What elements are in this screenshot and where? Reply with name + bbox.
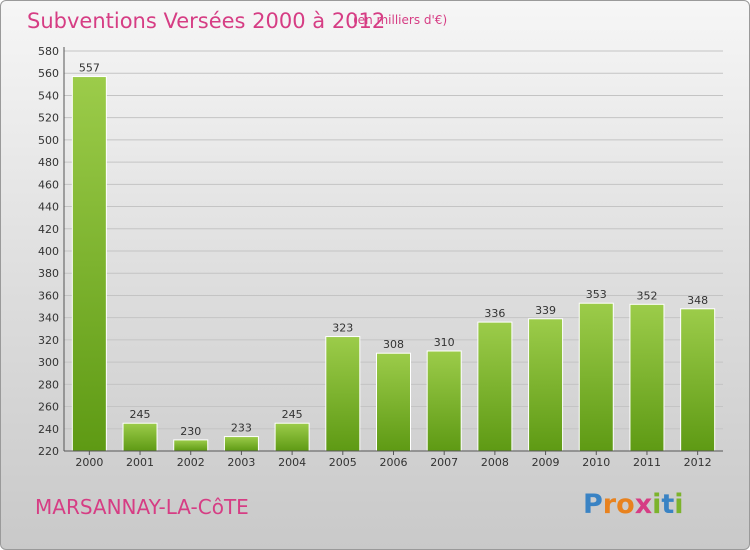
bar-2009: [528, 318, 564, 452]
x-tick-label: 2008: [481, 456, 509, 469]
x-tick-label: 2005: [329, 456, 357, 469]
x-tick-label: 2002: [177, 456, 205, 469]
x-tick-label: 2003: [227, 456, 255, 469]
y-tick-label: 420: [38, 223, 59, 236]
bar-value-label: 323: [332, 322, 353, 335]
bar-value-label: 245: [130, 408, 151, 421]
bar-2008: [477, 321, 513, 452]
chart-title: Subventions Versées 2000 à 2012: [27, 9, 386, 33]
bar-value-label: 336: [484, 307, 505, 320]
y-tick-label: 280: [38, 378, 59, 391]
logo-letter: x: [634, 489, 653, 520]
y-tick-label: 540: [38, 89, 59, 102]
bar-value-label: 352: [636, 289, 657, 302]
bar-value-label: 339: [535, 304, 556, 317]
bar-2010: [578, 302, 614, 452]
bar-value-label: 348: [687, 294, 708, 307]
y-tick-label: 520: [38, 112, 59, 125]
logo-letter: t: [661, 489, 675, 520]
x-tick-label: 2010: [582, 456, 610, 469]
y-tick-label: 300: [38, 356, 59, 369]
x-tick-label: 2011: [633, 456, 661, 469]
bar-2004: [274, 422, 310, 452]
bar-2000: [71, 76, 107, 452]
y-tick-label: 440: [38, 201, 59, 214]
logo-letter: r: [602, 489, 617, 520]
bar-value-label: 245: [282, 408, 303, 421]
bar-value-label: 233: [231, 422, 252, 435]
bar-value-label: 557: [79, 62, 100, 75]
x-tick-label: 2006: [380, 456, 408, 469]
bar-2012: [680, 308, 716, 452]
x-tick-label: 2000: [75, 456, 103, 469]
y-tick-label: 580: [38, 45, 59, 58]
bar-2005: [325, 336, 361, 452]
x-tick-label: 2004: [278, 456, 306, 469]
x-tick-label: 2007: [430, 456, 458, 469]
y-tick-label: 320: [38, 334, 59, 347]
y-tick-label: 340: [38, 312, 59, 325]
y-tick-label: 220: [38, 445, 59, 458]
x-tick-label: 2012: [684, 456, 712, 469]
logo-letter: o: [616, 489, 635, 520]
bar-2011: [629, 303, 665, 452]
logo-letter: i: [652, 489, 662, 520]
x-tick-label: 2009: [532, 456, 560, 469]
y-tick-label: 500: [38, 134, 59, 147]
y-tick-label: 260: [38, 401, 59, 414]
y-tick-label: 400: [38, 245, 59, 258]
unit-label: (en milliers d'€): [353, 13, 448, 27]
y-tick-label: 380: [38, 267, 59, 280]
y-tick-label: 360: [38, 289, 59, 302]
bar-value-label: 230: [180, 425, 201, 438]
y-tick-label: 480: [38, 156, 59, 169]
x-tick-label: 2001: [126, 456, 154, 469]
bar-value-label: 310: [434, 336, 455, 349]
y-tick-label: 460: [38, 178, 59, 191]
proxiti-logo: Proxiti: [583, 489, 684, 520]
town-name: MARSANNAY-LA-CôTE: [35, 495, 249, 519]
y-tick-label: 240: [38, 423, 59, 436]
y-tick-label: 560: [38, 67, 59, 80]
bar-2006: [376, 352, 411, 452]
logo-letter: P: [583, 489, 603, 520]
logo-letter: i: [674, 489, 684, 520]
bar-2002: [173, 439, 209, 452]
bar-2007: [426, 350, 462, 452]
bar-value-label: 308: [383, 338, 404, 351]
bar-value-label: 353: [586, 288, 607, 301]
bar-2001: [122, 422, 158, 452]
bar-2003: [223, 436, 259, 452]
